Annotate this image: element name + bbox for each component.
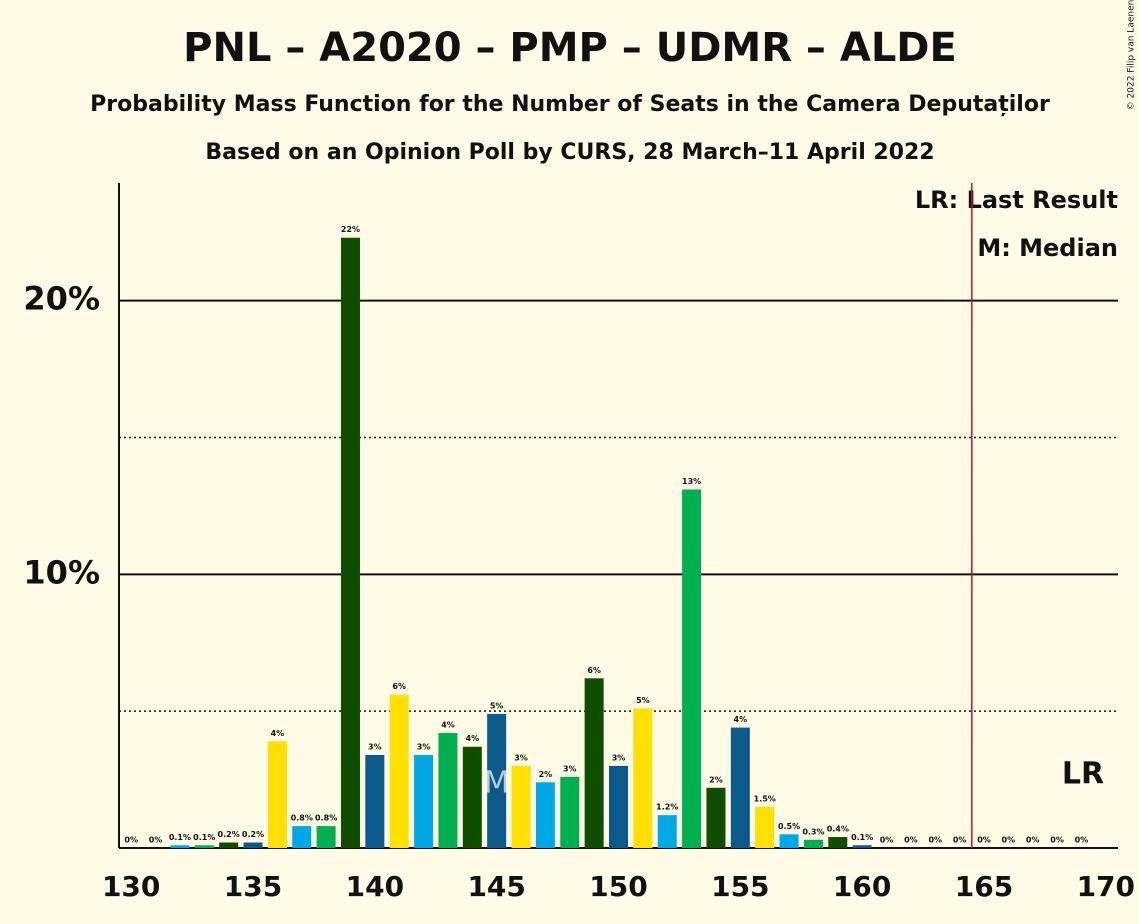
data-label: 1.2%: [656, 803, 678, 812]
bar: [803, 839, 823, 848]
data-label: 5%: [490, 701, 504, 710]
bar: [779, 834, 799, 848]
bar: [608, 765, 629, 848]
bar: [730, 727, 750, 848]
x-tick-label: 140: [346, 870, 404, 903]
bar: [243, 842, 263, 848]
data-label: 0.1%: [169, 833, 191, 842]
data-label: 0%: [1075, 836, 1089, 845]
x-tick-label: 160: [833, 870, 891, 903]
chart-subtitle: Based on an Opinion Poll by CURS, 28 Mar…: [205, 140, 934, 165]
bar: [194, 845, 214, 848]
data-label: 4%: [271, 729, 285, 738]
data-label: 0%: [1050, 836, 1064, 845]
chart-subtitle: Probability Mass Function for the Number…: [90, 92, 1050, 117]
data-label: 3%: [612, 753, 626, 762]
bar: [535, 782, 555, 848]
data-label: 3%: [514, 753, 528, 762]
bar: [267, 741, 287, 848]
data-label: 0%: [904, 836, 918, 845]
data-label: 0.8%: [291, 814, 313, 823]
data-label: 0%: [880, 836, 894, 845]
chart-title: PNL – A2020 – PMP – UDMR – ALDE: [183, 25, 957, 71]
bar: [389, 694, 409, 848]
last-result-label: LR: [1062, 757, 1104, 792]
bar: [511, 765, 531, 848]
x-tick-label: 170: [1077, 870, 1135, 903]
bar: [414, 754, 434, 848]
bar: [755, 806, 775, 848]
data-label: 0.5%: [778, 822, 800, 831]
data-label: 0.8%: [315, 814, 337, 823]
legend-entry: M: Median: [977, 234, 1118, 262]
median-marker: M: [484, 766, 510, 801]
x-tick-label: 145: [467, 870, 525, 903]
legend-entry: LR: Last Result: [915, 186, 1118, 214]
bar: [365, 754, 385, 848]
data-label: 0.3%: [802, 827, 824, 836]
x-tick-label: 155: [711, 870, 769, 903]
bar: [706, 787, 726, 848]
bar: [633, 708, 653, 848]
y-tick-label: 20%: [23, 280, 100, 318]
data-label: 3%: [417, 742, 431, 751]
data-label: 22%: [341, 225, 360, 234]
data-label: 5%: [636, 696, 650, 705]
bar: [657, 815, 677, 848]
bar: [560, 776, 580, 848]
bar: [219, 842, 239, 848]
data-label: 4%: [466, 734, 480, 743]
data-label: 0%: [928, 836, 942, 845]
bar: [828, 837, 848, 848]
data-label: 13%: [682, 477, 701, 486]
bar: [584, 678, 604, 848]
data-label: 6%: [587, 666, 601, 675]
data-label: 0%: [124, 836, 138, 845]
bar: [292, 826, 312, 848]
data-label: 1.5%: [754, 794, 776, 803]
bar: [340, 237, 360, 848]
data-label: 0.1%: [851, 833, 873, 842]
bar: [316, 826, 336, 848]
data-label: 0%: [1026, 836, 1040, 845]
data-label: 2%: [709, 775, 723, 784]
bar: [438, 733, 458, 848]
data-label: 0.2%: [242, 830, 264, 839]
data-label: 0%: [977, 836, 991, 845]
bar: [487, 713, 507, 848]
data-label: 0.2%: [218, 830, 240, 839]
data-label: 6%: [392, 682, 406, 691]
data-label: 4%: [441, 721, 455, 730]
data-label: 4%: [734, 715, 748, 724]
data-label: 0%: [953, 836, 967, 845]
data-label: 0%: [1002, 836, 1016, 845]
data-label: 0.4%: [827, 825, 849, 834]
copyright: © 2022 Filip van Laenen: [1127, 0, 1137, 110]
data-label: 2%: [539, 770, 553, 779]
data-label: 0%: [149, 836, 163, 845]
y-tick-label: 10%: [23, 553, 100, 591]
x-tick-label: 165: [955, 870, 1013, 903]
data-label: 0.1%: [193, 833, 215, 842]
x-tick-label: 135: [224, 870, 282, 903]
bar: [462, 746, 482, 848]
bar: [682, 489, 702, 848]
x-tick-label: 150: [589, 870, 647, 903]
data-label: 3%: [563, 764, 577, 773]
bar: [170, 845, 190, 848]
data-label: 3%: [368, 742, 382, 751]
bar: [852, 845, 872, 848]
x-tick-label: 130: [102, 870, 160, 903]
